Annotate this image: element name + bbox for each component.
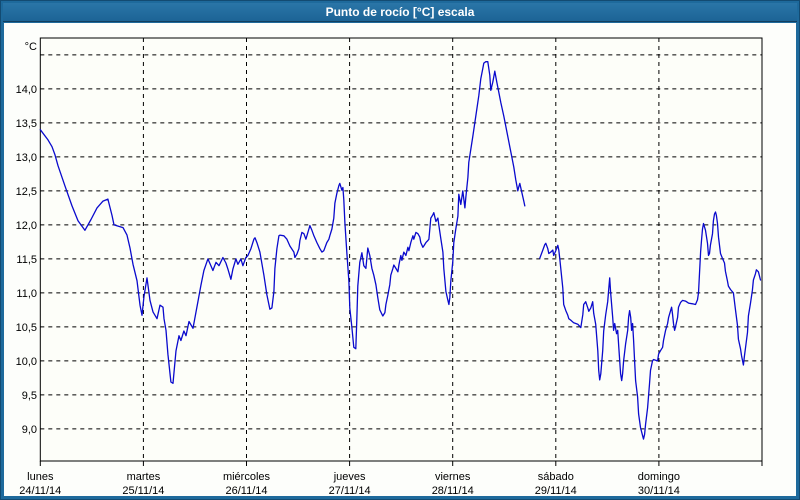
y-axis-unit-label: °C xyxy=(25,41,37,53)
x-day-label: sábado xyxy=(538,471,574,483)
x-day-label: viernes xyxy=(435,471,471,483)
x-date-label: 24/11/14 xyxy=(19,485,61,497)
x-day-label: jueves xyxy=(333,471,366,483)
y-tick-label: 13,5 xyxy=(16,118,37,130)
x-date-label: 30/11/14 xyxy=(638,485,680,497)
y-tick-label: 13,0 xyxy=(16,152,37,164)
x-axis-labels: lunes 24/11/14 martes 25/11/14 miércoles 26/1… xyxy=(19,471,680,497)
x-day-label: domingo xyxy=(638,471,680,483)
y-tick-label: 11,0 xyxy=(16,288,37,300)
window-title: Punto de rocío [°C] escala xyxy=(325,5,475,19)
plot-area xyxy=(40,38,763,461)
y-tick-label: 11,5 xyxy=(16,254,37,266)
x-date-label: 28/11/14 xyxy=(432,485,474,497)
y-tick-label: 9,0 xyxy=(22,424,37,436)
y-tick-label: 12,5 xyxy=(16,186,37,198)
x-day-label: martes xyxy=(127,471,161,483)
x-day-label: lunes xyxy=(27,471,54,483)
y-tick-label: 12,0 xyxy=(16,220,37,232)
y-tick-label: 14,0 xyxy=(16,84,37,96)
x-tick-marks xyxy=(39,461,763,466)
y-tick-label: 9,5 xyxy=(22,390,37,402)
x-date-label: 26/11/14 xyxy=(225,485,267,497)
window-title-bar: Punto de rocío [°C] escala xyxy=(3,3,797,22)
x-day-label: miércoles xyxy=(223,471,271,483)
x-date-label: 25/11/14 xyxy=(122,485,164,497)
y-axis-labels: °C 14,0 13,5 13,0 12,5 12,0 11,5 11,0 10,5 10,0 9,… xyxy=(16,41,37,436)
plot-border xyxy=(39,37,763,462)
y-gridlines xyxy=(40,54,762,430)
dew-point-line xyxy=(39,61,762,440)
x-date-label: 29/11/14 xyxy=(535,485,577,497)
x-date-label: 27/11/14 xyxy=(329,485,371,497)
y-tick-label: 10,0 xyxy=(16,356,37,368)
y-tick-label: 10,5 xyxy=(16,322,37,334)
